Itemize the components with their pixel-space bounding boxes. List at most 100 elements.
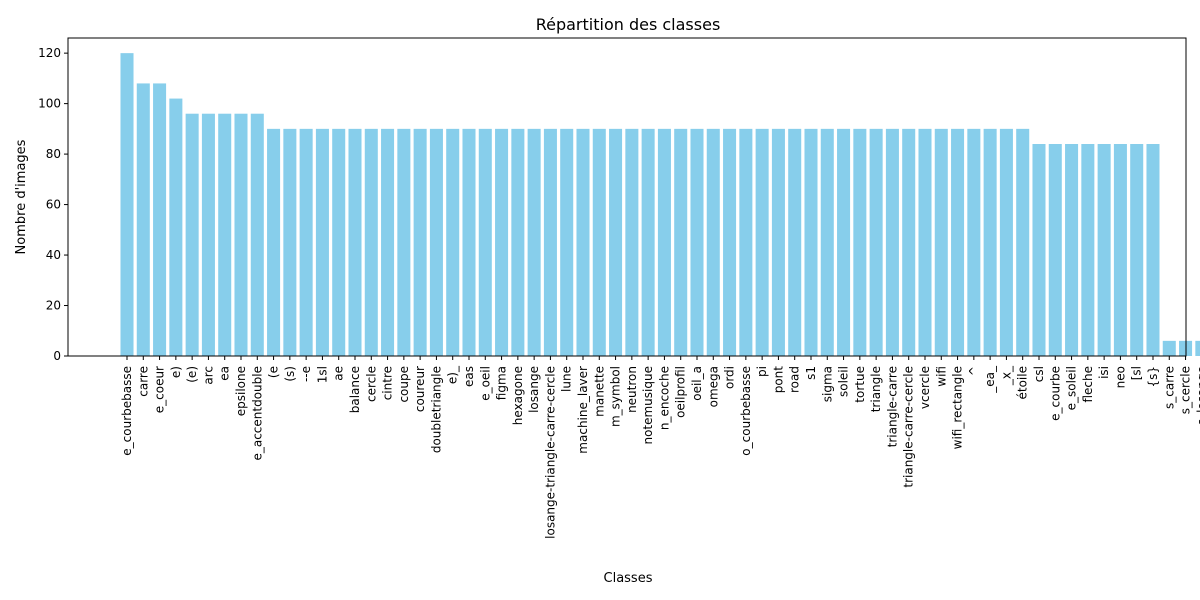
bar-31 [625, 128, 639, 356]
y-axis-label: Nombre d'images [14, 139, 29, 254]
x-tick-label-39: pi [755, 366, 769, 377]
x-tick-label-11: --e [299, 366, 313, 382]
bar-39 [755, 128, 769, 356]
bar-5 [201, 113, 215, 357]
x-tick-label-24: hexagone [511, 366, 525, 425]
x-tick-label-27: lune [560, 366, 574, 392]
bar-18 [413, 128, 427, 356]
plot-frame [67, 37, 1187, 357]
x-tick-label-35: oeil_a [690, 366, 704, 401]
bar-61 [1113, 144, 1127, 356]
x-tick-label-20: e)_ [446, 365, 460, 384]
x-tick-label-30: m_symbol [609, 366, 623, 427]
x-tick-label-43: sigma [820, 366, 834, 402]
x-tick-label-5: arc [201, 366, 215, 385]
bars-group [120, 53, 1200, 357]
bar-52 [967, 128, 981, 356]
x-tick-label-61: neo [1113, 366, 1127, 388]
x-tick-label-18: coureur [413, 366, 427, 412]
bar-40 [771, 128, 785, 356]
x-tick-label-60: isi [1097, 366, 1111, 379]
x-tick-label-15: cercle [364, 366, 378, 402]
x-tick-label-16: cintre [381, 366, 395, 400]
x-tick-label-50: wifi [934, 366, 948, 387]
bar-60 [1097, 144, 1111, 356]
bar-58 [1065, 144, 1079, 356]
bar-32 [641, 128, 655, 356]
bar-30 [609, 128, 623, 356]
bar-63 [1146, 144, 1160, 356]
bar-8 [250, 113, 264, 357]
bar-64 [1162, 340, 1176, 356]
bar-44 [837, 128, 851, 356]
bar-11 [299, 128, 313, 356]
bar-26 [543, 128, 557, 356]
x-tick-label-54: _x_ [999, 365, 1013, 386]
bar-10 [283, 128, 297, 356]
x-tick-label-36: omega [706, 366, 720, 407]
bar-38 [739, 128, 753, 356]
x-tick-label-7: epsilone [234, 366, 248, 416]
bar-54 [999, 128, 1013, 356]
bar-20 [446, 128, 460, 356]
x-tick-label-13: ae [332, 366, 346, 381]
x-tick-label-6: ea [218, 366, 232, 381]
bar-45 [853, 128, 867, 356]
x-tick-label-33: n_encoche [657, 366, 671, 430]
y-tick-label-2: 40 [46, 248, 61, 262]
x-tick-label-62: [sl [1130, 366, 1144, 380]
x-tick-label-42: s1 [804, 366, 818, 380]
bar-19 [429, 128, 443, 356]
x-tick-label-37: ordi [723, 366, 737, 389]
bar-1 [136, 83, 150, 357]
x-tick-label-22: e_oeil [478, 366, 492, 401]
bar-33 [657, 128, 671, 356]
x-tick-label-48: triangle-carre-cercle [902, 366, 916, 488]
x-tick-label-10: (s) [283, 366, 297, 382]
bar-3 [169, 98, 183, 356]
x-tick-label-52: ^ [967, 366, 981, 376]
bar-48 [902, 128, 916, 356]
bar-53 [983, 128, 997, 356]
bar-17 [397, 128, 411, 356]
bar-22 [478, 128, 492, 356]
x-tick-label-34: oeilprofil [674, 366, 688, 418]
bar-12 [315, 128, 329, 356]
x-tick-label-14: balance [348, 366, 362, 413]
y-tick-label-0: 0 [53, 349, 61, 363]
bar-14 [348, 128, 362, 356]
bar-57 [1048, 144, 1062, 356]
bar-24 [511, 128, 525, 356]
bar-55 [1016, 128, 1030, 356]
x-tick-label-49: vcercle [918, 366, 932, 409]
bar-42 [804, 128, 818, 356]
bar-6 [218, 113, 232, 357]
x-tick-label-2: e_coeur [153, 366, 167, 413]
x-tick-label-17: coupe [397, 366, 411, 403]
x-tick-label-3: e) [169, 366, 183, 378]
x-tick-label-1: carre [136, 366, 150, 397]
bar-37 [723, 128, 737, 356]
bar-29 [592, 128, 606, 356]
bar-59 [1081, 144, 1095, 356]
bar-34 [674, 128, 688, 356]
x-tick-label-32: notemusique [641, 366, 655, 445]
bar-28 [576, 128, 590, 356]
y-tick-label-1: 20 [46, 299, 61, 313]
chart-title: Répartition des classes [536, 15, 721, 34]
x-tick-label-44: soleil [837, 366, 851, 397]
bar-56 [1032, 144, 1046, 356]
x-tick-label-25: losange [527, 366, 541, 413]
bar-0 [120, 53, 134, 356]
x-tick-label-41: road [788, 366, 802, 393]
y-tick-label-6: 120 [38, 46, 61, 60]
x-tick-label-65: s_cercle [1179, 366, 1193, 414]
x-tick-label-63: {s} [1146, 366, 1160, 388]
bar-16 [381, 128, 395, 356]
x-tick-label-19: doubletriangle [429, 366, 443, 453]
x-tick-label-59: fleche [1081, 366, 1095, 403]
bar-25 [527, 128, 541, 356]
bar-62 [1130, 144, 1144, 356]
x-tick-label-28: machine_laver [576, 366, 590, 454]
